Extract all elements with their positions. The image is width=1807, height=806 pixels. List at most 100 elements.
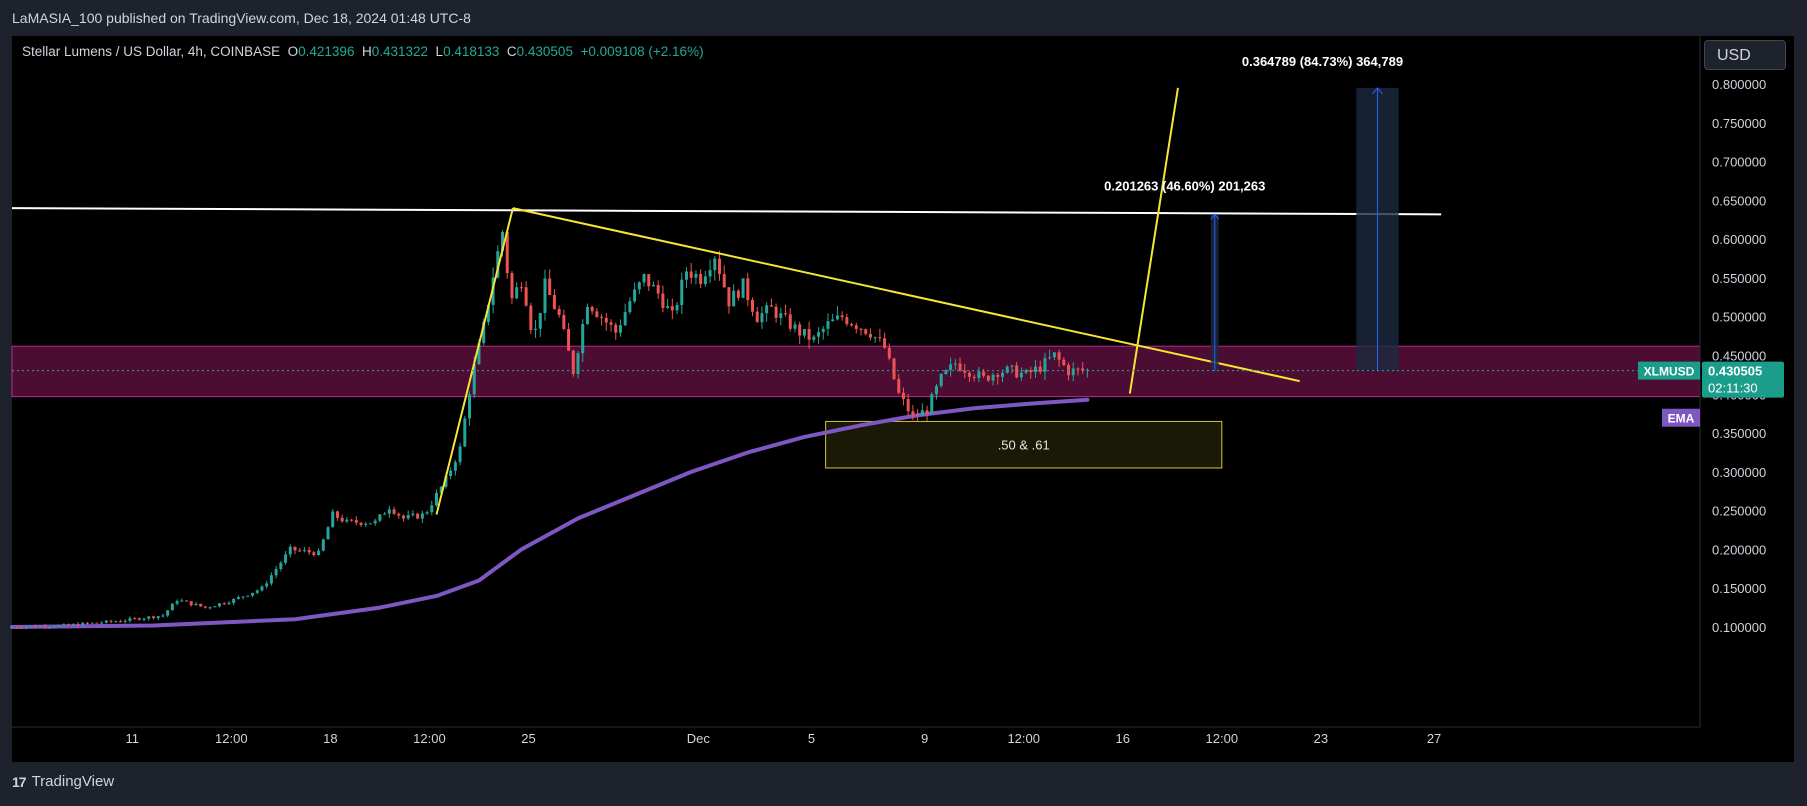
candle-body — [911, 411, 915, 416]
y-tick-label: 0.250000 — [1712, 504, 1766, 519]
symbol-tag-text: XLMUSD — [1644, 365, 1695, 379]
candle-body — [628, 301, 632, 313]
y-tick-label: 0.500000 — [1712, 310, 1766, 325]
candle-body — [510, 273, 514, 299]
candle-body — [227, 602, 231, 604]
x-tick-label: 23 — [1314, 731, 1328, 746]
candle-body — [284, 554, 288, 563]
candle-body — [100, 622, 104, 624]
candle-body — [1029, 370, 1033, 373]
candle-body — [798, 324, 802, 336]
candle-body — [67, 624, 71, 626]
candle-body — [850, 324, 854, 326]
candle-body — [222, 603, 226, 605]
candle-body — [255, 590, 259, 593]
candle-body — [760, 313, 764, 323]
candle-body — [29, 625, 33, 627]
candle-body — [939, 373, 943, 386]
y-tick-label: 0.600000 — [1712, 232, 1766, 247]
candle-body — [934, 385, 938, 395]
candle-body — [1019, 372, 1023, 378]
candle-body — [90, 622, 94, 624]
candle-body — [166, 610, 170, 616]
candle-body — [873, 337, 877, 339]
candle-body — [859, 328, 863, 330]
ema-tag — [1662, 408, 1700, 427]
x-tick-label: 5 — [808, 731, 815, 746]
y-tick-label: 0.100000 — [1712, 620, 1766, 635]
candle-body — [967, 372, 971, 377]
candle-body — [24, 626, 28, 628]
support-zone-rect — [11, 345, 1701, 398]
candle-body — [401, 515, 405, 519]
candle-body — [133, 618, 137, 620]
candle-body — [595, 311, 599, 317]
x-tick-label: 12:00 — [215, 731, 248, 746]
candle-body — [1076, 368, 1080, 370]
candle-body — [1001, 372, 1004, 377]
candle-body — [505, 232, 509, 274]
candle-body — [515, 287, 519, 299]
candle-body — [633, 289, 637, 302]
candle-body — [307, 550, 311, 553]
candle-body — [713, 258, 717, 271]
fib-box[interactable]: .50 & .61 — [825, 420, 1223, 469]
y-tick-label: 0.150000 — [1712, 581, 1766, 596]
candle-body — [260, 586, 264, 591]
candle-body — [453, 462, 457, 471]
ema-line — [10, 397, 1090, 629]
high-value: 0.431322 — [371, 44, 429, 59]
candle-body — [175, 601, 179, 604]
candle-body — [788, 314, 792, 329]
publisher-line: LaMASIA_100 published on TradingView.com… — [12, 10, 471, 26]
projections[interactable]: 0.201263 (46.60%) 201,263 0.364789 (84.73… — [1104, 54, 1403, 372]
y-tick-label: 0.550000 — [1712, 271, 1766, 286]
candles — [10, 229, 1089, 630]
ema-tag-text: EMA — [1668, 412, 1695, 426]
candle-body — [666, 306, 670, 309]
candle-body — [538, 312, 542, 329]
impulse-leg — [435, 207, 514, 515]
candle-body — [821, 328, 825, 333]
candle-body — [1052, 352, 1056, 358]
ohlc-legend: Stellar Lumens / US Dollar, 4h, COINBASE… — [22, 44, 704, 59]
candle-body — [373, 520, 377, 524]
candle-body — [19, 627, 23, 629]
candle-body — [746, 278, 750, 300]
footer — [0, 762, 1807, 806]
candle-body — [501, 232, 505, 252]
open-label: O — [287, 44, 299, 59]
candle-body — [62, 624, 66, 626]
candle-body — [736, 290, 740, 298]
support-zone[interactable] — [11, 345, 1701, 398]
candle-body — [1010, 365, 1014, 367]
candle-body — [529, 305, 533, 330]
candle-body — [345, 519, 349, 522]
candle-body — [604, 317, 608, 323]
candle-body — [317, 550, 321, 556]
currency-button[interactable]: USD — [1704, 40, 1786, 70]
candle-body — [34, 625, 38, 627]
tradingview-logo[interactable]: 17 TradingView — [12, 773, 114, 790]
candle-body — [1081, 368, 1085, 371]
descending-trendline — [512, 207, 1300, 383]
candle-body — [576, 353, 580, 374]
candle-body — [774, 306, 778, 318]
candle-body — [482, 321, 486, 344]
candle-body — [618, 325, 622, 333]
candle-body — [170, 603, 174, 611]
drawings[interactable] — [11, 87, 1442, 515]
candle-body — [920, 410, 924, 417]
candle-body — [817, 332, 821, 337]
candle-body — [241, 596, 245, 598]
y-tick-label: 0.750000 — [1712, 116, 1766, 131]
candle-body — [892, 358, 896, 379]
candle-body — [486, 304, 490, 322]
candle-body — [194, 603, 198, 606]
candle-body — [656, 284, 660, 294]
candle-body — [85, 622, 89, 624]
y-tick-label: 0.350000 — [1712, 426, 1766, 441]
candle-body — [765, 305, 769, 314]
candle-body — [472, 364, 476, 395]
